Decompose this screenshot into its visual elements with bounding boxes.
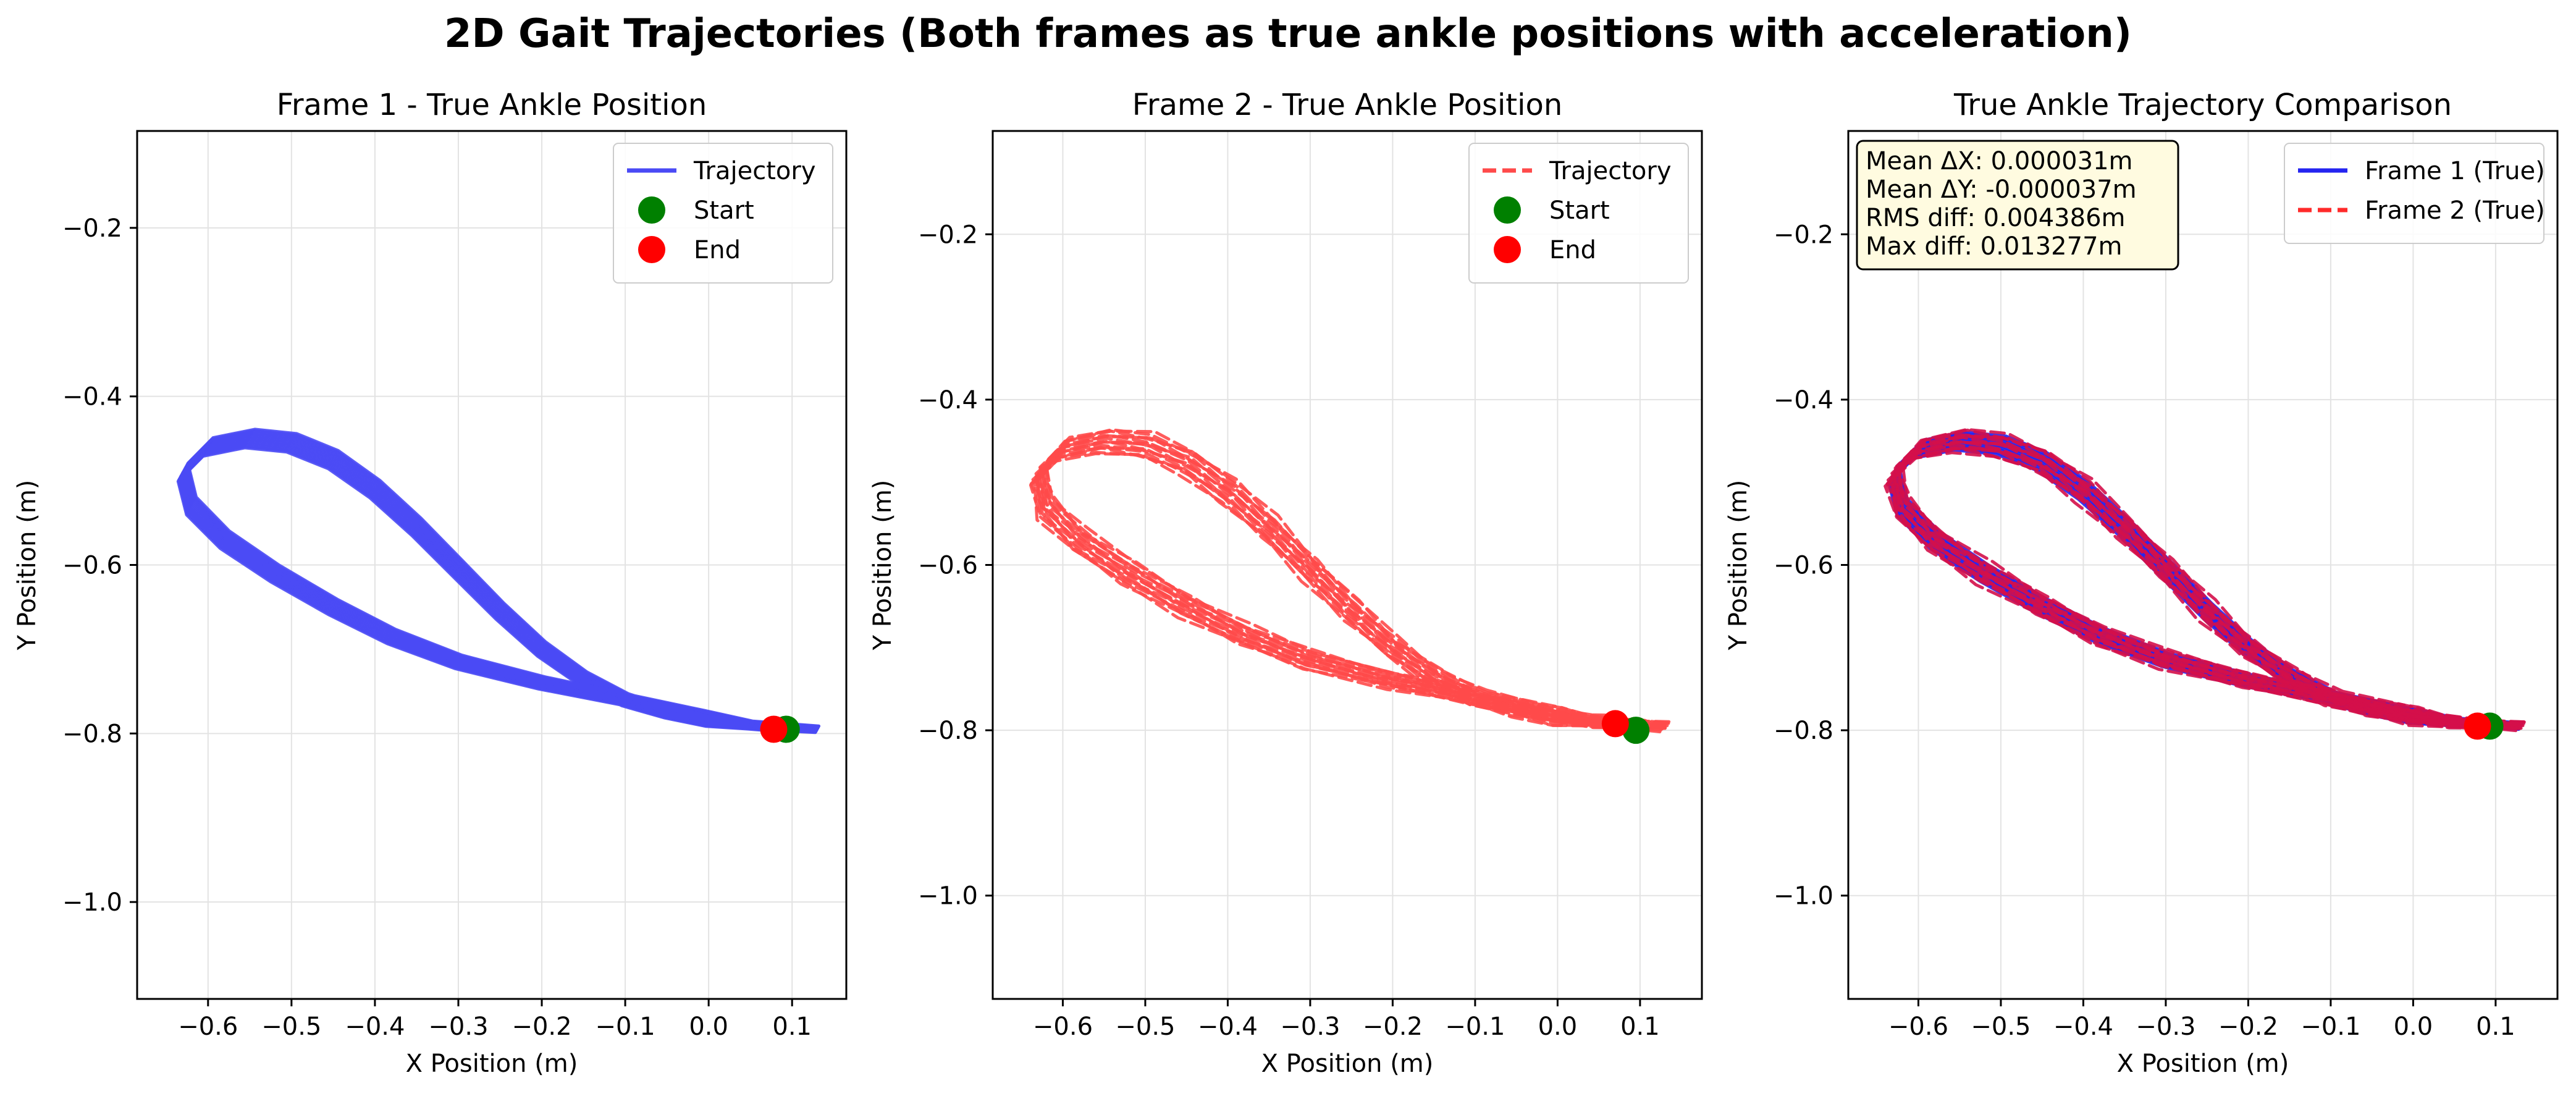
x-tick-label-7: 0.1 xyxy=(2476,1013,2515,1041)
trajectory-loop-15 xyxy=(1045,429,1667,725)
y-axis-label: Y Position (m) xyxy=(869,480,897,651)
legend-marker-2 xyxy=(1494,236,1521,263)
stats-annotation-box xyxy=(1856,140,2179,271)
x-tick-label-4: −0.2 xyxy=(1363,1013,1423,1041)
y-tick-label-4: −0.2 xyxy=(62,214,122,243)
legend-frame xyxy=(613,143,833,284)
x-tick-label-0: −0.6 xyxy=(178,1013,238,1041)
y-tick-label-2: −0.6 xyxy=(1774,552,1833,580)
y-tick-label-4: −0.2 xyxy=(918,221,978,249)
trajectory-loop-3 xyxy=(179,442,818,733)
x-tick-label-6: 0.0 xyxy=(2394,1013,2433,1041)
y-axis-label: Y Position (m) xyxy=(1724,480,1753,651)
y-tick-label-2: −0.6 xyxy=(918,552,978,580)
y-tick-label-1: −0.8 xyxy=(62,720,122,748)
legend-label-2: End xyxy=(1549,236,1596,264)
legend-label-1: Frame 2 (True) xyxy=(2365,196,2545,225)
panel-title: Frame 1 - True Ankle Position xyxy=(277,88,707,122)
stats-line-0: Mean ΔX: 0.000031m xyxy=(1866,147,2132,175)
x-tick-label-3: −0.3 xyxy=(428,1013,488,1041)
legend-label-1: Start xyxy=(694,196,754,225)
trajectory-loop-2 xyxy=(177,444,818,733)
x-tick-label-3: −0.3 xyxy=(2136,1013,2195,1041)
frame1-loop-3 xyxy=(1890,444,2522,730)
trajectory-loop-8 xyxy=(1037,440,1667,728)
trajectory-loop-4 xyxy=(1035,447,1664,731)
panel-frame-2: −0.6 −0.5 −0.4 −0.3 −0.2 −0.1 0.0 0.1 −1.0 −0.8 −0… xyxy=(869,88,1703,1078)
x-tick-label-1: −0.5 xyxy=(1115,1013,1175,1041)
trajectory-loop-1 xyxy=(177,445,817,734)
frame2-loop-13 xyxy=(1901,427,2521,726)
panel-title: True Ankle Trajectory Comparison xyxy=(1953,88,2452,122)
x-tick-label-1: −0.5 xyxy=(261,1013,321,1041)
figure-title: 2D Gait Trajectories (Both frames as tru… xyxy=(444,11,2132,57)
x-tick-label-2: −0.4 xyxy=(345,1013,405,1041)
trajectory-loop-15 xyxy=(186,427,821,728)
panel-title: Frame 2 - True Ankle Position xyxy=(1132,88,1562,122)
trajectory-loop-4 xyxy=(179,441,818,733)
start-marker xyxy=(1622,717,1650,744)
x-tick-label-7: 0.1 xyxy=(772,1013,812,1041)
x-tick-label-1: −0.5 xyxy=(1971,1013,2031,1041)
panel-comparison: −0.6 −0.5 −0.4 −0.3 −0.2 −0.1 0.0 0.1 −1.0 −0.8 −0… xyxy=(1724,88,2559,1078)
end-marker xyxy=(2464,712,2491,740)
x-tick-label-0: −0.6 xyxy=(1888,1013,1948,1041)
legend-marker-1 xyxy=(638,196,665,224)
x-axis-label: X Position (m) xyxy=(406,1050,578,1078)
y-tick-label-0: −1.0 xyxy=(1774,882,1833,911)
legend-label-0: Frame 1 (True) xyxy=(2365,157,2545,185)
panel-frame-1: −0.6 −0.5 −0.4 −0.3 −0.2 −0.1 0.0 0.1 −1.0 −0.8 −0… xyxy=(13,88,848,1078)
end-marker xyxy=(1601,710,1629,738)
x-tick-label-6: 0.0 xyxy=(689,1013,728,1041)
y-tick-label-0: −1.0 xyxy=(918,882,978,911)
trajectory-loop-0 xyxy=(176,446,817,735)
frame2-loop-3 xyxy=(1890,447,2520,730)
x-axis-label: X Position (m) xyxy=(2117,1050,2289,1078)
y-tick-label-0: −1.0 xyxy=(62,888,122,917)
stats-line-2: RMS diff: 0.004386m xyxy=(1866,204,2126,232)
stats-line-3: Max diff: 0.013277m xyxy=(1866,232,2123,261)
y-tick-label-1: −0.8 xyxy=(1774,717,1833,745)
legend-label-0: Trajectory xyxy=(693,157,816,185)
y-axis-label: Y Position (m) xyxy=(13,480,41,651)
y-tick-label-1: −0.8 xyxy=(918,717,978,745)
y-tick-label-2: −0.6 xyxy=(62,552,122,580)
x-tick-label-0: −0.6 xyxy=(1033,1013,1093,1041)
trajectory-loop-7 xyxy=(1039,440,1663,730)
x-tick-label-4: −0.2 xyxy=(511,1013,571,1041)
legend-frame xyxy=(1468,143,1689,284)
legend-marker-1 xyxy=(1494,196,1521,224)
legend-label-1: Start xyxy=(1549,196,1610,225)
end-marker xyxy=(760,715,788,743)
y-tick-label-4: −0.2 xyxy=(1774,221,1833,249)
x-tick-label-5: −0.1 xyxy=(2300,1013,2360,1041)
y-tick-label-3: −0.4 xyxy=(62,383,122,411)
y-tick-label-3: −0.4 xyxy=(1774,386,1833,415)
stats-line-1: Mean ΔY: -0.000037m xyxy=(1866,175,2137,204)
x-tick-label-3: −0.3 xyxy=(1280,1013,1340,1041)
x-tick-label-6: 0.0 xyxy=(1538,1013,1578,1041)
legend-marker-2 xyxy=(638,236,665,263)
frame1-loop-2 xyxy=(1888,445,2521,730)
y-tick-label-3: −0.4 xyxy=(918,386,978,415)
legend-label-0: Trajectory xyxy=(1549,157,1672,185)
legend-label-2: End xyxy=(694,236,741,264)
x-tick-label-4: −0.2 xyxy=(2218,1013,2278,1041)
x-tick-label-5: −0.1 xyxy=(1445,1013,1505,1041)
trajectory-loop-3 xyxy=(1035,445,1662,732)
legend-frame xyxy=(2284,143,2544,244)
x-tick-label-2: −0.4 xyxy=(1198,1013,1258,1041)
x-axis-label: X Position (m) xyxy=(1261,1050,1434,1078)
x-tick-label-7: 0.1 xyxy=(1620,1013,1660,1041)
x-tick-label-2: −0.4 xyxy=(2053,1013,2113,1041)
x-tick-label-5: −0.1 xyxy=(596,1013,655,1041)
